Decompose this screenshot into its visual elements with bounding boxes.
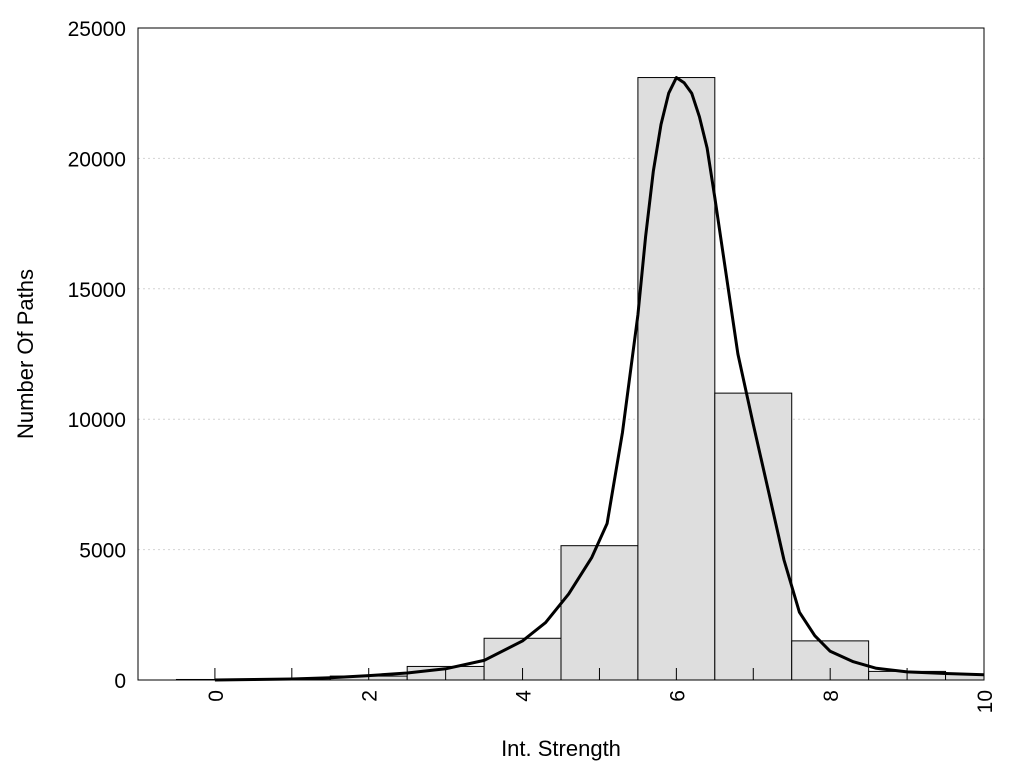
y-axis-tick-labels: 0 5000 10000 15000 20000 25000 [68,18,126,693]
y-tick-label: 0 [114,670,126,693]
x-axis-title: Int. Strength [501,736,621,761]
histogram-bar [637,77,716,681]
plot-frame [137,27,985,681]
x-tick-label: 10 [974,690,997,713]
fit-curve [214,76,985,682]
x-tick-label: 2 [359,690,382,702]
y-tick-label: 5000 [79,540,126,563]
x-tick-label: 8 [820,690,843,702]
x-tick-label: 6 [666,690,689,702]
x-axis-tick-labels: 0 2 4 6 8 10 [205,690,997,714]
x-tick-label: 0 [205,690,228,702]
histogram-bar [560,545,639,681]
y-tick-label: 20000 [68,148,126,171]
y-axis-title: Number Of Paths [13,269,38,439]
y-tick-label: 25000 [68,18,126,41]
y-tick-label: 15000 [68,279,126,302]
y-tick-label: 10000 [68,409,126,432]
x-tick-label: 4 [513,690,536,702]
gridlines [138,157,984,551]
